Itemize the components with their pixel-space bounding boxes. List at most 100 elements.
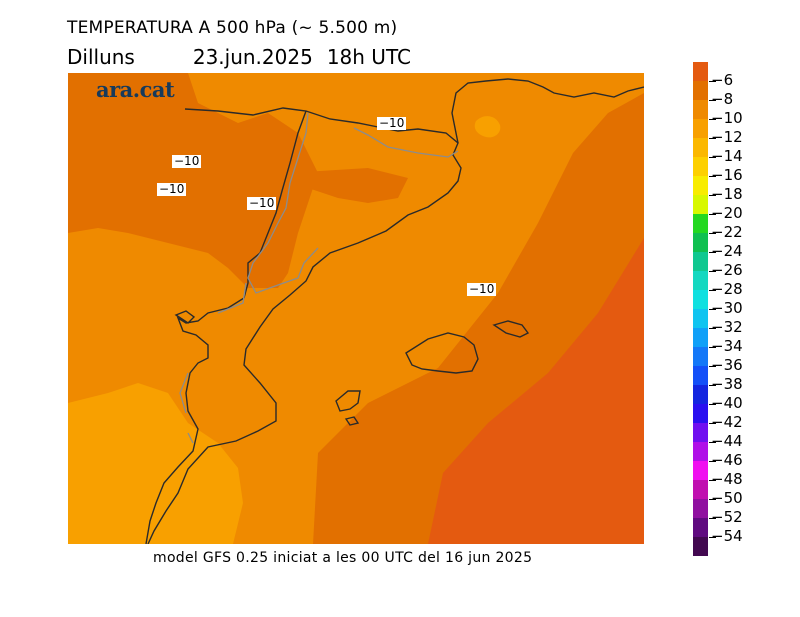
island-menorca [492,320,530,338]
legend-label: −22 [711,223,743,241]
legend-swatch [693,119,708,138]
legend-swatch [693,385,708,404]
legend-swatch [693,214,708,233]
map-subtitle: Dilluns 23.jun.2025 18h UTC [67,45,411,69]
legend-swatch [693,138,708,157]
band-minus6-southeast [428,238,644,544]
legend-label: −8 [711,90,734,108]
legend-swatch [693,461,708,480]
gray-admin-border [179,112,459,444]
legend-tick [709,138,716,139]
island-coast-small [174,310,196,324]
isotherm-label: −10 [247,196,277,210]
legend-tick [709,290,716,291]
legend-swatch [693,290,708,309]
legend-label: −26 [711,261,743,279]
weekday-label: Dilluns [67,45,135,69]
legend-tick [709,252,716,253]
legend-label: −36 [711,356,743,374]
legend-label: −24 [711,242,743,260]
legend-swatch [693,537,708,556]
legend-label: −50 [711,489,743,507]
legend-tick [709,100,716,101]
map-title: TEMPERATURA A 500 hPa (~ 5.500 m) [67,18,398,38]
island-mallorca [405,332,479,374]
legend-tick [709,119,716,120]
legend-tick [709,81,716,82]
model-footer: model GFS 0.25 iniciat a les 00 UTC del … [153,550,533,566]
isotherm-label: −10 [467,282,497,296]
color-legend [693,62,708,556]
isotherm-label: −10 [377,116,407,130]
legend-swatch [693,176,708,195]
legend-label: −14 [711,147,743,165]
island-formentera [344,416,360,426]
legend-tick [709,537,716,538]
legend-tick [709,233,716,234]
legend-tick [709,195,716,196]
legend-swatch [693,81,708,100]
legend-tick [709,461,716,462]
legend-label: −32 [711,318,743,336]
legend-label: −34 [711,337,743,355]
ara-cat-logo: ara.cat [96,77,175,102]
legend-swatch [693,404,708,423]
legend-tick [709,157,716,158]
band-minus8-central [288,168,408,203]
legend-label: −54 [711,527,743,545]
legend-swatch [693,309,708,328]
legend-tick [709,176,716,177]
inland-border [145,297,245,544]
legend-label: −16 [711,166,743,184]
isotherm-label: −10 [157,182,187,196]
legend-swatch [693,157,708,176]
legend-swatch [693,423,708,442]
legend-tick [709,423,716,424]
legend-tick [709,347,716,348]
coastline [147,107,462,544]
legend-swatch [693,480,708,499]
legend-label: −20 [711,204,743,222]
island-ibiza [335,390,361,412]
band-minus12-patch [474,116,501,138]
legend-tick [709,328,716,329]
legend-label: −52 [711,508,743,526]
legend-swatch [693,271,708,290]
legend-label: −38 [711,375,743,393]
legend-swatch [693,499,708,518]
legend-tick [709,442,716,443]
legend-label: −46 [711,451,743,469]
legend-label: −44 [711,432,743,450]
legend-swatch [693,518,708,537]
legend-label: −18 [711,185,743,203]
legend-swatch [693,347,708,366]
band-minus12-southwest [68,383,243,544]
band-minus8-northwest [68,73,318,288]
legend-label: −40 [711,394,743,412]
legend-tick [709,480,716,481]
date-label: 23.jun.2025 [192,45,313,69]
legend-tick [709,214,716,215]
legend-label: −42 [711,413,743,431]
legend-swatch [693,195,708,214]
legend-swatch [693,233,708,252]
legend-tick [709,499,716,500]
legend-label: −28 [711,280,743,298]
temperature-map [68,73,644,544]
legend-swatch [693,252,708,271]
legend-swatch [693,100,708,119]
legend-tick [709,309,716,310]
legend-label: −12 [711,128,743,146]
legend-tick [709,366,716,367]
legend-label: −10 [711,109,743,127]
legend-label: −30 [711,299,743,317]
france-coast [451,78,644,144]
time-label: 18h UTC [326,45,411,69]
pyrenees-border [243,110,307,299]
legend-label: −48 [711,470,743,488]
legend-swatch [693,328,708,347]
legend-tick [709,404,716,405]
legend-swatch [693,62,708,81]
legend-tick [709,385,716,386]
legend-label: −6 [711,71,734,89]
